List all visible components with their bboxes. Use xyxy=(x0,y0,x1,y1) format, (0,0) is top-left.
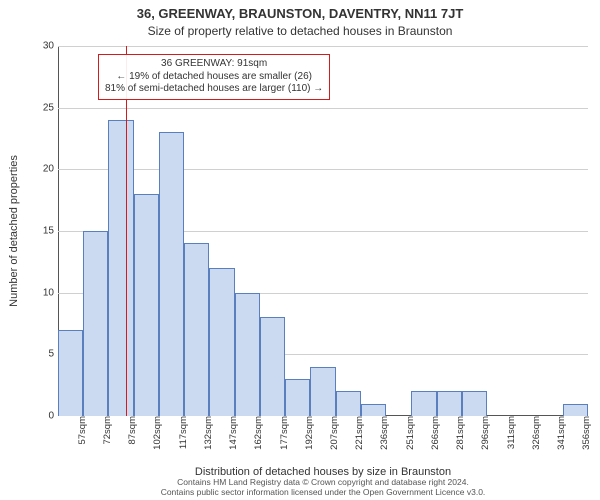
histogram-bar xyxy=(462,391,487,416)
histogram-bar xyxy=(411,391,436,416)
chart-title: 36, GREENWAY, BRAUNSTON, DAVENTRY, NN11 … xyxy=(0,6,600,21)
x-tick-label: 177sqm xyxy=(277,416,290,450)
annotation-box: 36 GREENWAY: 91sqm← 19% of detached hous… xyxy=(98,54,330,100)
y-axis-label: Number of detached properties xyxy=(6,46,22,416)
histogram-bar xyxy=(361,404,386,416)
y-tick-label: 25 xyxy=(43,102,58,113)
histogram-bar xyxy=(563,404,588,416)
grid-line xyxy=(58,46,588,47)
y-tick-label: 20 xyxy=(43,164,58,175)
histogram-bar xyxy=(159,132,184,416)
x-tick-label: 296sqm xyxy=(478,416,491,450)
annotation-line: 81% of semi-detached houses are larger (… xyxy=(105,83,323,96)
x-tick-label: 341sqm xyxy=(554,416,567,450)
y-tick-label: 5 xyxy=(48,349,58,360)
grid-line xyxy=(58,169,588,170)
x-tick-label: 72sqm xyxy=(100,416,113,445)
footer-attribution: Contains HM Land Registry data © Crown c… xyxy=(58,478,588,498)
histogram-bar xyxy=(108,120,133,416)
annotation-line: 36 GREENWAY: 91sqm xyxy=(105,58,323,71)
x-tick-label: 281sqm xyxy=(453,416,466,450)
plot-area: 05101520253057sqm72sqm87sqm102sqm117sqm1… xyxy=(58,46,588,416)
y-tick-label: 15 xyxy=(43,226,58,237)
x-tick-label: 236sqm xyxy=(377,416,390,450)
x-axis-label: Distribution of detached houses by size … xyxy=(58,466,588,478)
chart-subtitle: Size of property relative to detached ho… xyxy=(0,24,600,38)
y-tick-label: 10 xyxy=(43,287,58,298)
histogram-bar xyxy=(83,231,108,416)
x-tick-label: 132sqm xyxy=(201,416,214,450)
x-tick-label: 102sqm xyxy=(150,416,163,450)
histogram-bar xyxy=(310,367,335,416)
histogram-bar xyxy=(134,194,159,416)
x-tick-label: 207sqm xyxy=(327,416,340,450)
x-tick-label: 326sqm xyxy=(529,416,542,450)
x-tick-label: 147sqm xyxy=(226,416,239,450)
histogram-bar xyxy=(260,317,285,416)
annotation-line: ← 19% of detached houses are smaller (26… xyxy=(105,71,323,84)
y-tick-label: 30 xyxy=(43,41,58,52)
histogram-bar xyxy=(235,293,260,416)
marker-line xyxy=(126,46,128,416)
histogram-bar xyxy=(209,268,234,416)
x-tick-label: 251sqm xyxy=(403,416,416,450)
x-tick-label: 221sqm xyxy=(352,416,365,450)
x-tick-label: 311sqm xyxy=(504,416,517,449)
x-tick-label: 162sqm xyxy=(251,416,264,450)
histogram-bar xyxy=(437,391,462,416)
x-tick-label: 87sqm xyxy=(125,416,138,445)
histogram-bar xyxy=(184,243,209,416)
x-tick-label: 356sqm xyxy=(579,416,592,450)
histogram-bar xyxy=(58,330,83,416)
histogram-bar xyxy=(336,391,361,416)
x-tick-label: 117sqm xyxy=(176,416,189,449)
x-tick-label: 266sqm xyxy=(428,416,441,450)
histogram-bar xyxy=(285,379,310,416)
x-tick-label: 57sqm xyxy=(75,416,88,445)
y-tick-label: 0 xyxy=(48,411,58,422)
grid-line xyxy=(58,108,588,109)
x-tick-label: 192sqm xyxy=(302,416,315,450)
chart-container: 36, GREENWAY, BRAUNSTON, DAVENTRY, NN11 … xyxy=(0,0,600,500)
